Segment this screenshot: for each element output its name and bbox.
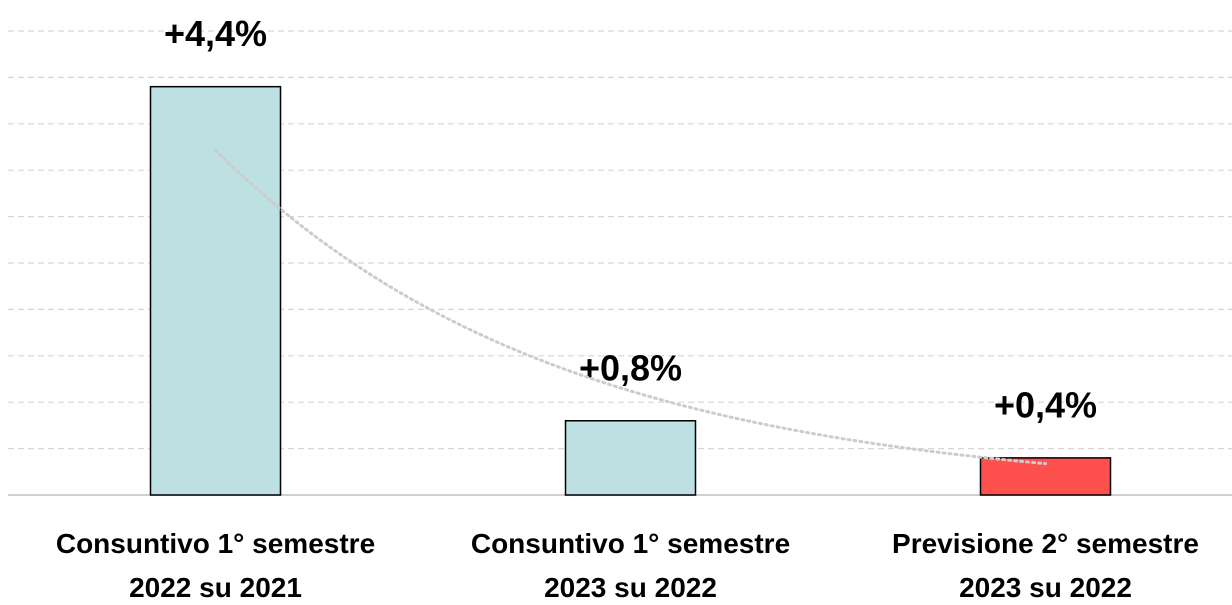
value-label: +0,8% [579,347,682,388]
x-tick-label: Previsione 2° semestre 2023 su 2022 [892,528,1199,603]
trendline [214,148,1047,466]
bar [149,85,282,496]
value-label: +4,4% [164,13,267,54]
value-label: +0,4% [994,384,1097,425]
bar [564,420,697,496]
x-tick-label: Consuntivo 1° semestre 2022 su 2021 [55,528,376,603]
x-tick-label: Consuntivo 1° semestre 2023 su 2022 [470,528,791,603]
